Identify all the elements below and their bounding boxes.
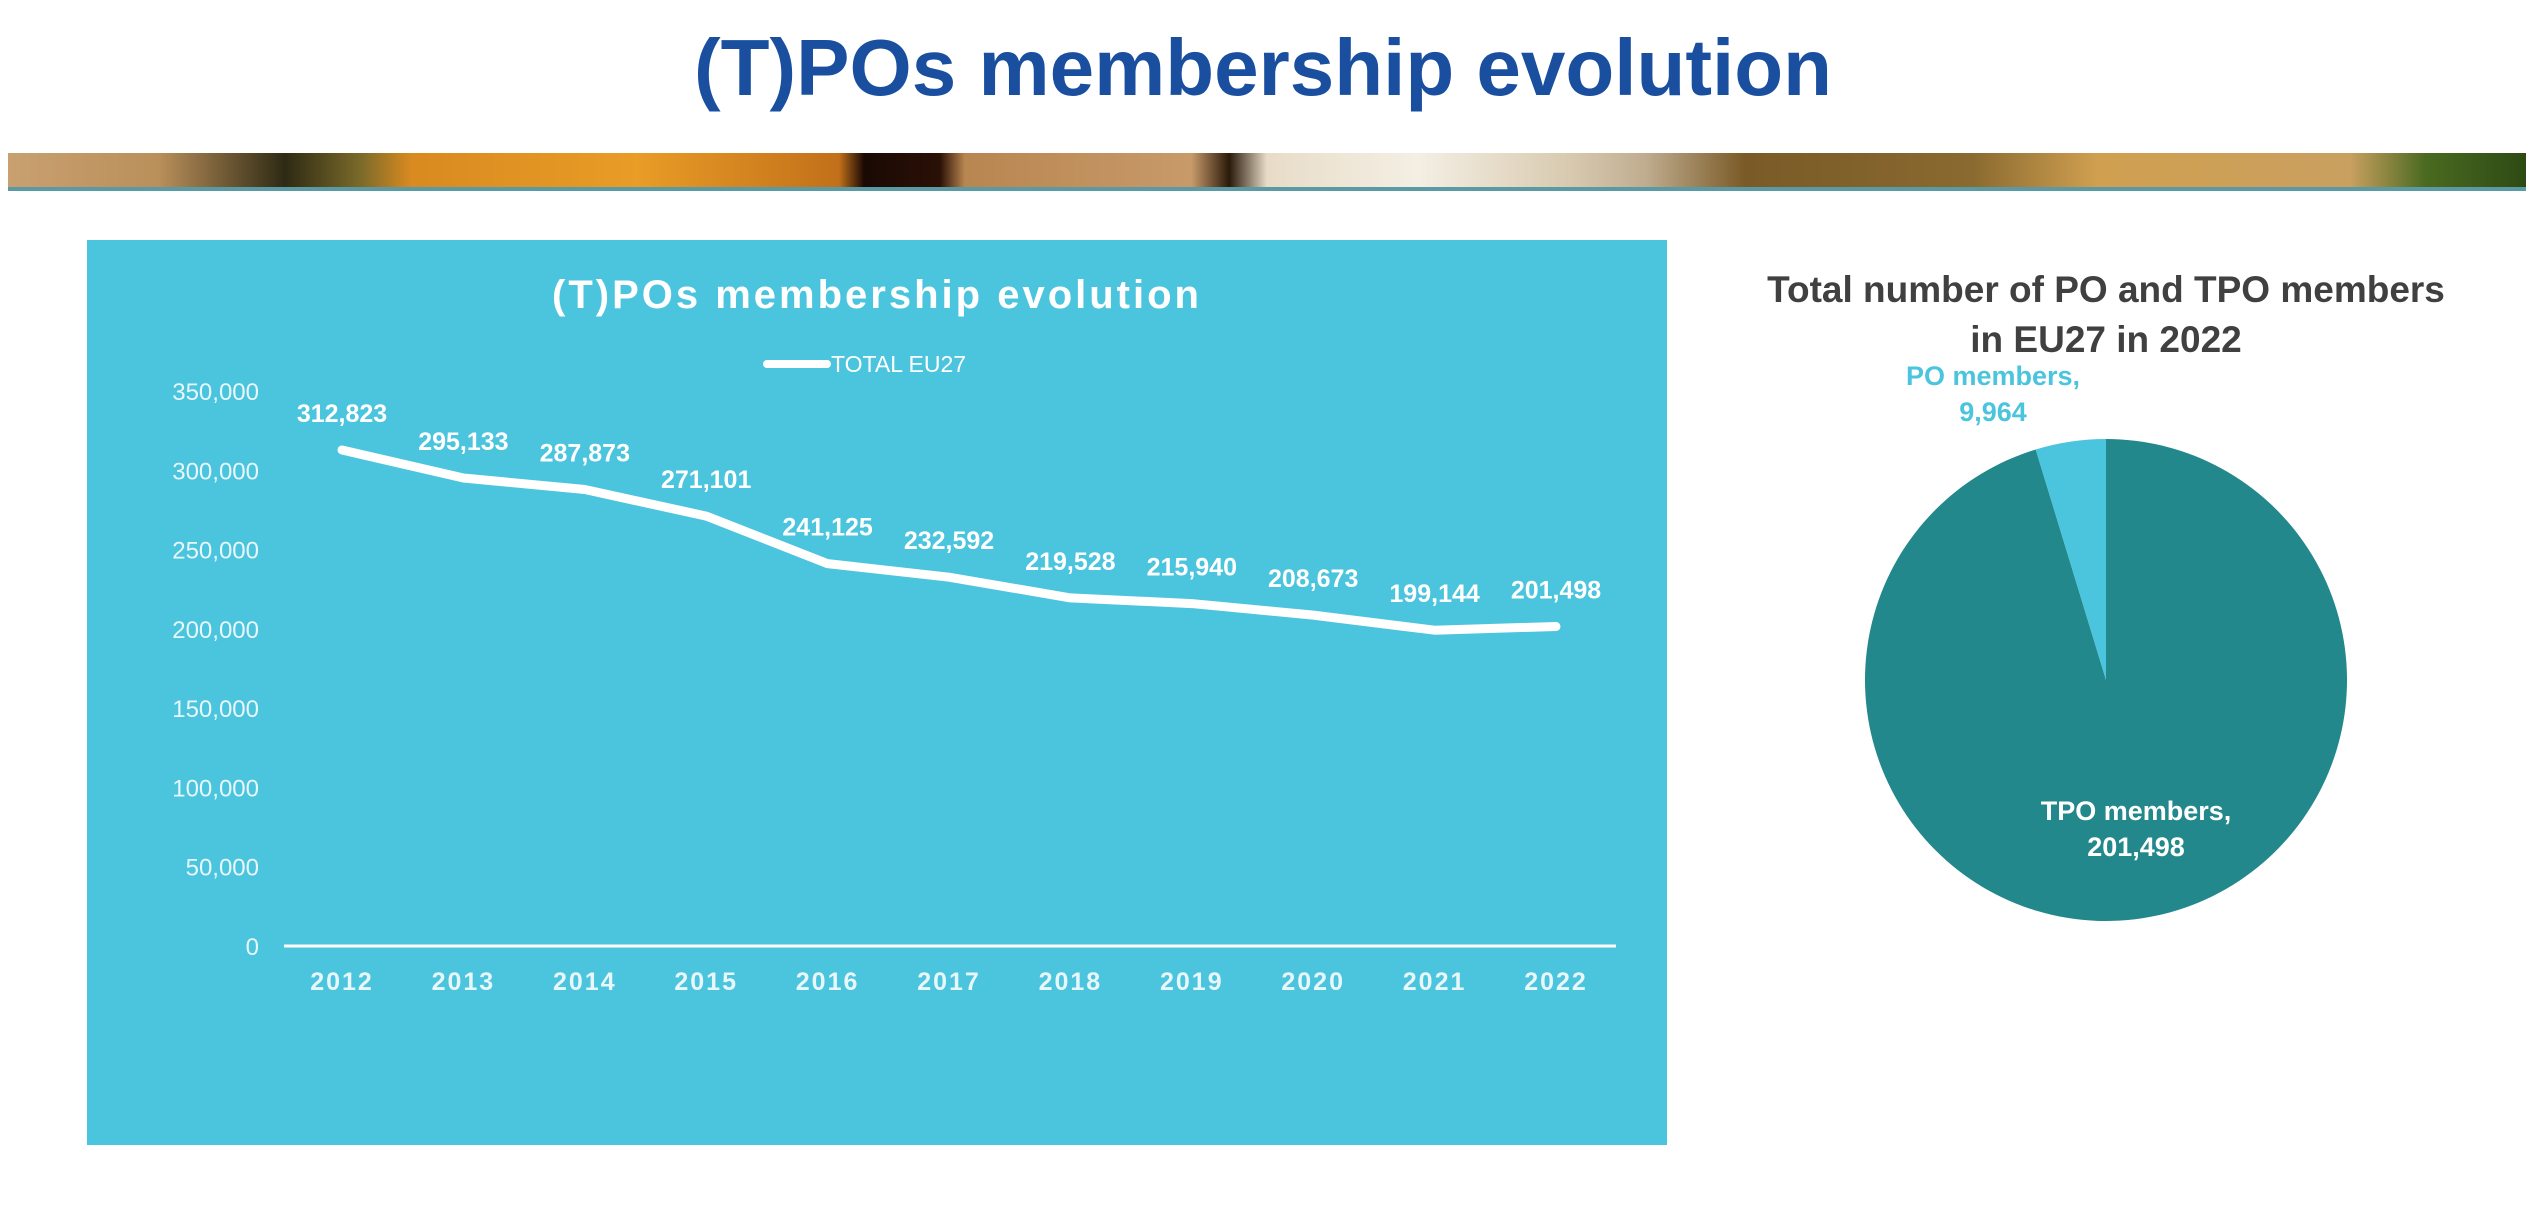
y-tick-label: 0: [246, 934, 259, 961]
banner-divider: [8, 187, 2526, 191]
y-tick-label: 100,000: [172, 775, 259, 802]
x-tick-label: 2012: [310, 968, 374, 996]
series-line-total-eu27: [337, 445, 1561, 635]
y-tick-label: 200,000: [172, 617, 259, 644]
data-label: 219,528: [1025, 548, 1115, 576]
pie-title-line-1: Total number of PO and TPO members: [1767, 269, 2445, 310]
x-tick-label: 2022: [1524, 968, 1588, 996]
x-tick-label: 2020: [1281, 968, 1345, 996]
x-tick-label: 2015: [674, 968, 738, 996]
legend: TOTAL EU27: [763, 351, 966, 377]
line-chart-title: (T)POs membership evolution: [552, 273, 1202, 317]
tpo-label-name: TPO members,: [2041, 796, 2232, 826]
legend-label: TOTAL EU27: [831, 351, 966, 377]
data-label: 232,592: [904, 527, 994, 555]
tpo-label-value: 201,498: [2087, 832, 2185, 862]
data-label: 287,873: [540, 440, 630, 468]
y-tick-label: 250,000: [172, 538, 259, 565]
x-tick-label: 2019: [1160, 968, 1224, 996]
line-chart-panel: (T)POs membership evolution TOTAL EU27 0…: [87, 240, 1667, 1145]
decorative-banner-image: [8, 153, 2526, 187]
y-tick-label: 50,000: [186, 855, 259, 882]
po-label-value: 9,964: [1959, 397, 2027, 427]
y-tick-label: 300,000: [172, 458, 259, 485]
x-tick-label: 2021: [1403, 968, 1467, 996]
pie-slice-po-members: [2035, 439, 2106, 680]
line-chart: (T)POs membership evolution TOTAL EU27 0…: [172, 273, 1616, 996]
pie-slice-tpo-members: [1865, 439, 2348, 921]
y-tick-label: 350,000: [172, 379, 259, 406]
y-tick-label: 150,000: [172, 696, 259, 723]
page-title: (T)POs membership evolution: [694, 23, 1832, 112]
data-label: 215,940: [1147, 554, 1237, 582]
x-tick-label: 2018: [1039, 968, 1103, 996]
pie-title-line-2: in EU27 in 2022: [1970, 319, 2242, 360]
x-tick-label: 2017: [917, 968, 981, 996]
x-tick-label: 2016: [796, 968, 860, 996]
x-tick-label: 2014: [553, 968, 617, 996]
data-label: 199,144: [1389, 580, 1479, 608]
data-label: 201,498: [1511, 576, 1601, 604]
data-label: 295,133: [418, 428, 508, 456]
data-label: 241,125: [782, 514, 872, 542]
x-tick-label: 2013: [432, 968, 496, 996]
po-label-name: PO members,: [1906, 361, 2080, 391]
data-label: 312,823: [297, 400, 387, 428]
data-label: 208,673: [1268, 565, 1358, 593]
data-label: 271,101: [661, 466, 751, 494]
